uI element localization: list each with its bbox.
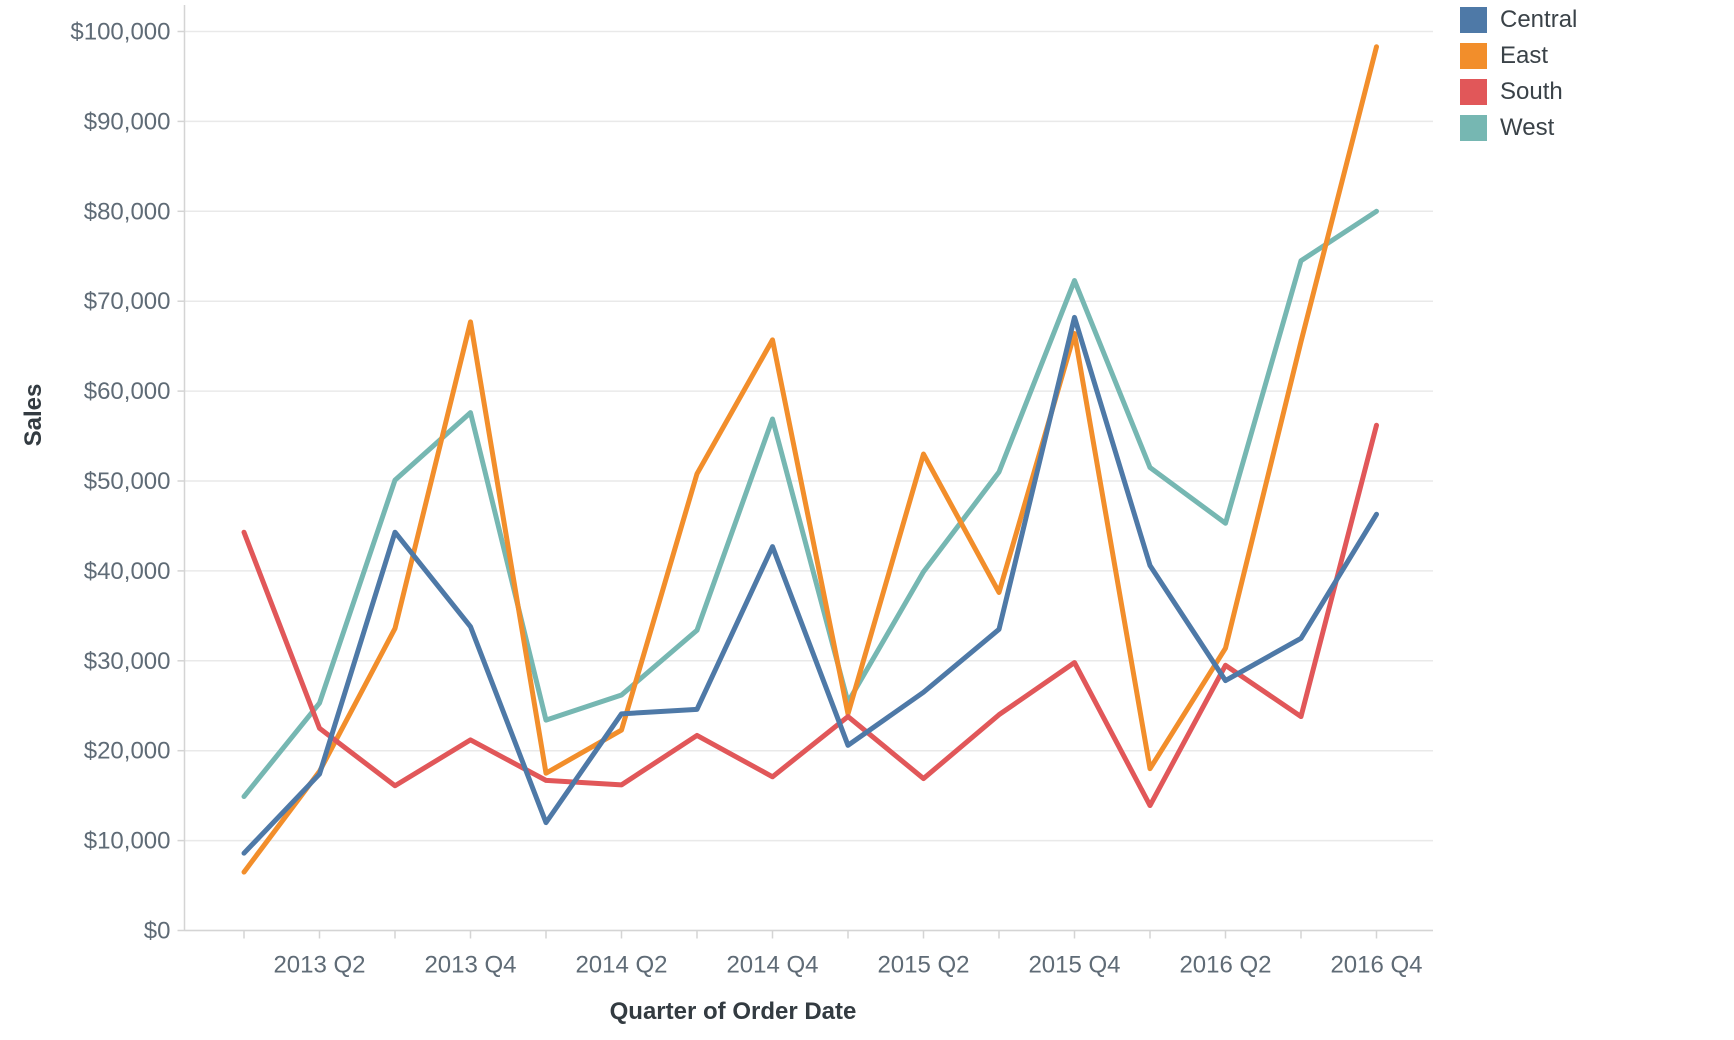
legend-item-label: East bbox=[1500, 42, 1549, 69]
legend-item-label: South bbox=[1500, 78, 1563, 105]
x-tick-label: 2014 Q2 bbox=[575, 952, 667, 979]
y-tick-label: $100,000 bbox=[70, 19, 170, 46]
x-tick-label: 2014 Q4 bbox=[726, 952, 818, 979]
y-tick-label: $10,000 bbox=[84, 828, 171, 855]
y-axis-title: Sales bbox=[20, 383, 47, 447]
series-line-west[interactable] bbox=[241, 208, 1379, 800]
x-tick-label: 2016 Q2 bbox=[1179, 952, 1271, 979]
x-tick-label: 2015 Q2 bbox=[877, 952, 969, 979]
legend-item-label: West bbox=[1500, 114, 1555, 141]
legend-color-swatch bbox=[1460, 43, 1487, 69]
y-tick-label: $30,000 bbox=[84, 648, 171, 675]
y-tick-label: $20,000 bbox=[84, 738, 171, 765]
legend: Central East South West bbox=[1460, 7, 1577, 141]
legend-color-swatch bbox=[1460, 79, 1487, 105]
x-tick-label: 2013 Q4 bbox=[424, 952, 516, 979]
legend-item-label: Central bbox=[1500, 6, 1578, 33]
y-tick-label: $60,000 bbox=[84, 378, 171, 405]
legend-item-east[interactable]: East bbox=[1460, 43, 1577, 69]
x-tick-label: 2016 Q4 bbox=[1330, 952, 1422, 979]
x-tick-label: 2015 Q4 bbox=[1028, 952, 1120, 979]
y-tick-label: $70,000 bbox=[84, 288, 171, 315]
series-line-south[interactable] bbox=[241, 422, 1379, 809]
legend-color-swatch bbox=[1460, 7, 1487, 33]
y-tick-label: $40,000 bbox=[84, 558, 171, 585]
series-line-east[interactable] bbox=[241, 44, 1379, 875]
legend-color-swatch bbox=[1460, 115, 1487, 141]
legend-item-west[interactable]: West bbox=[1460, 115, 1577, 141]
y-tick-label: $90,000 bbox=[84, 108, 171, 135]
x-tick-label: 2013 Q2 bbox=[273, 952, 365, 979]
y-tick-label: $80,000 bbox=[84, 198, 171, 225]
y-tick-label: $50,000 bbox=[84, 468, 171, 495]
legend-item-south[interactable]: South bbox=[1460, 79, 1577, 105]
legend-item-central[interactable]: Central bbox=[1460, 7, 1577, 33]
y-tick-label: $0 bbox=[144, 918, 171, 945]
x-axis-title: Quarter of Order Date bbox=[609, 998, 857, 1025]
series-line-central[interactable] bbox=[241, 314, 1379, 856]
